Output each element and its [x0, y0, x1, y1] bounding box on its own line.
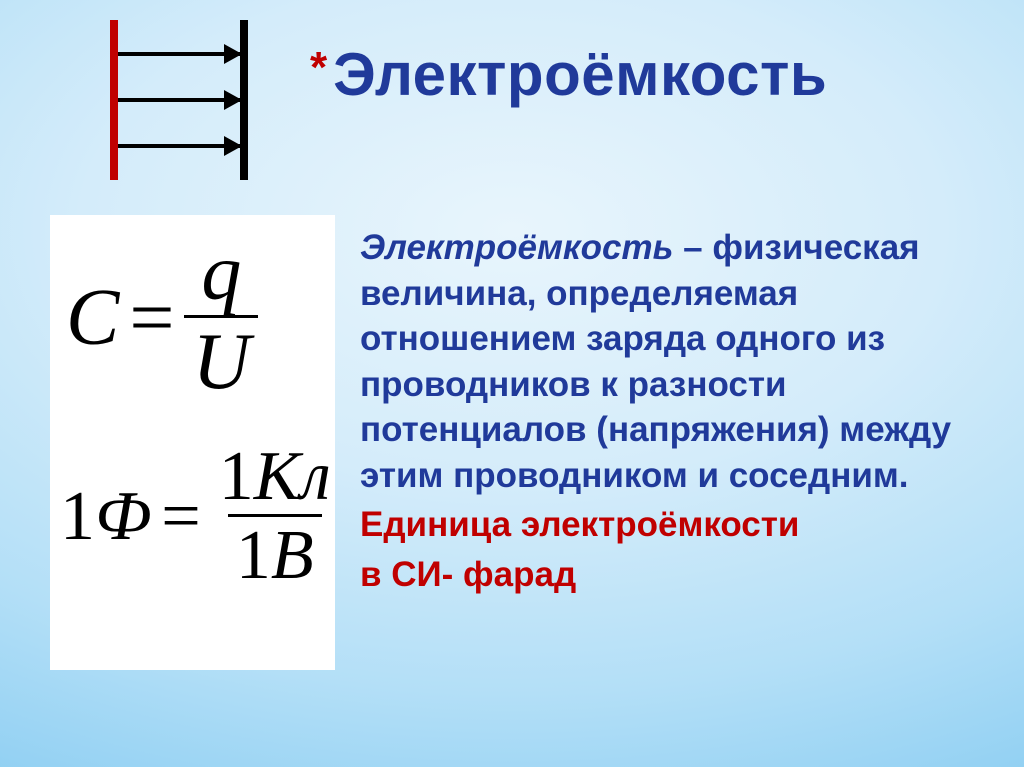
formula-fraction: q U [184, 233, 258, 402]
unit-num-num: 1 [219, 438, 254, 515]
unit-lhs-num: 1 [60, 478, 95, 555]
capacitor-plate-left [110, 20, 118, 180]
formula-denominator: U [184, 315, 258, 402]
formula-numerator: q [193, 233, 249, 315]
formula-lhs: C [66, 278, 119, 358]
unit-num-sym: Кл [254, 438, 331, 515]
unit-den-num: 1 [236, 517, 271, 594]
unit-numerator: 1Кл [211, 442, 339, 514]
field-arrow-1 [118, 52, 240, 56]
formula-panel: C = q U 1Ф = 1Кл 1В [50, 215, 335, 670]
capacitance-formula: C = q U [66, 233, 325, 402]
definition-text: Электроёмкость – физическая величина, оп… [360, 225, 980, 597]
definition-term: Электроёмкость [360, 228, 673, 267]
unit-line-2: в СИ- фарад [360, 552, 980, 598]
slide-title: * Электроёмкость [310, 40, 827, 109]
title-asterisk: * [310, 46, 327, 90]
unit-eq: = [151, 482, 210, 552]
unit-lhs-sym: Ф [95, 478, 151, 555]
unit-den-sym: В [271, 517, 314, 594]
field-arrow-3 [118, 144, 240, 148]
unit-formula: 1Ф = 1Кл 1В [60, 442, 325, 591]
definition-dash: – [673, 228, 712, 267]
unit-line-1: Единица электроёмкости [360, 502, 980, 548]
unit-lhs: 1Ф [60, 482, 151, 552]
formula-eq: = [119, 278, 184, 358]
title-text: Электроёмкость [333, 40, 827, 109]
unit-denominator: 1В [228, 514, 322, 591]
field-arrow-2 [118, 98, 240, 102]
capacitor-diagram [90, 20, 250, 190]
unit-fraction: 1Кл 1В [211, 442, 339, 591]
definition-body: физическая величина, определяемая отноше… [360, 228, 951, 495]
